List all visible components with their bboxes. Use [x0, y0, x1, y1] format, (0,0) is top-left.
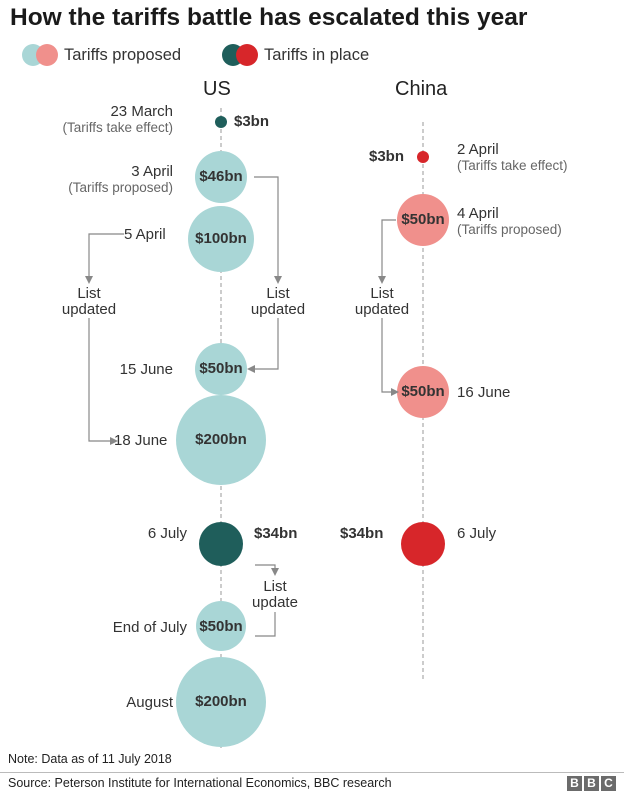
us-date-august: August [126, 694, 173, 711]
china-date-4-april: 4 April (Tariffs proposed) [457, 205, 562, 238]
us-right-list-label: List [266, 285, 290, 302]
us-bubble-3-april [195, 151, 247, 203]
china-list-label: List [370, 285, 394, 302]
legend-proposed-swatch [22, 44, 60, 66]
bbc-logo-letter-1: B [567, 776, 582, 791]
us-amount-23-march: $3bn [234, 113, 270, 130]
china-date-6-july: 6 July [457, 525, 497, 542]
china-amount-4-april: $50bn [401, 211, 445, 228]
legend-proposed-label: Tariffs proposed [64, 45, 182, 64]
us-date-6-july: 6 July [147, 525, 187, 542]
china-list-updated: List updated [342, 286, 422, 318]
china-bubble-16-june [397, 366, 449, 418]
us-date-15-june: 15 June [119, 361, 173, 378]
us-bubble-august [176, 657, 266, 747]
us-amount-18-june: $200bn [195, 431, 247, 448]
us-date-5-april: 5 April [124, 226, 166, 243]
bbc-logo-letter-2: B [584, 776, 599, 791]
china-bubble-4-april [397, 194, 449, 246]
legend-proposed: Tariffs proposed [22, 44, 181, 66]
us-amount-6-july: $34bn [254, 525, 298, 542]
china-bubble-6-july [401, 522, 445, 566]
arrow-us-5april-to-list [85, 233, 124, 284]
us-july-update-label: update [252, 594, 298, 611]
us-left-list-updated: List updated [49, 286, 129, 318]
china-date-2-april: 2 April (Tariffs take effect) [457, 141, 568, 174]
source-line: Source: Peterson Institute for Internati… [8, 776, 392, 790]
china-amount-2-april: $3bn [369, 148, 405, 165]
us-note-23-march: (Tariffs take effect) [62, 120, 173, 135]
us-date-18-june: 18 June [114, 432, 168, 449]
china-bubble-2-april [417, 151, 429, 163]
us-date-3-april-text: 3 April [131, 163, 173, 180]
column-heading-us: US [203, 78, 231, 100]
chart-title: How the tariffs battle has escalated thi… [10, 4, 528, 31]
us-amount-end-of-july: $50bn [199, 618, 243, 635]
china-updated-label: updated [354, 301, 410, 318]
bbc-logo: B B C [567, 776, 616, 791]
arrow-us-3april-to-list [254, 176, 282, 284]
us-bubble-6-july [199, 522, 243, 566]
legend-in-place: Tariffs in place [222, 44, 369, 66]
us-right-list-updated: List updated [238, 286, 318, 318]
legend-in-place-label: Tariffs in place [264, 45, 370, 64]
us-bubble-15-june [195, 343, 247, 395]
us-left-list-label: List [77, 285, 101, 302]
us-amount-3-april: $46bn [199, 168, 243, 185]
arrow-china-4april-to-list [378, 219, 396, 284]
china-date-16-june: 16 June [457, 384, 511, 401]
us-bubble-5-april [188, 206, 254, 272]
column-heading-china: China [395, 78, 448, 100]
arrow-china-list-to-16june [381, 318, 399, 396]
us-date-end-of-july: End of July [112, 619, 187, 636]
china-note-2-april: (Tariffs take effect) [457, 158, 568, 173]
bbc-logo-letter-3: C [601, 776, 616, 791]
us-right-updated-label: updated [250, 301, 306, 318]
china-date-4-april-text: 4 April [457, 205, 499, 222]
us-amount-15-june: $50bn [199, 360, 243, 377]
china-date-2-april-text: 2 April [457, 141, 499, 158]
china-amount-6-july: $34bn [340, 525, 384, 542]
us-amount-5-april: $100bn [195, 230, 247, 247]
us-note-3-april: (Tariffs proposed) [68, 180, 173, 195]
arrow-us-6july-to-list [255, 564, 279, 576]
legend-in-place-swatch [222, 44, 260, 66]
arrow-us-list-to-18june [88, 318, 118, 445]
us-date-23-march: 23 March (Tariffs take effect) [62, 103, 173, 136]
us-july-list-update: List update [245, 579, 305, 611]
us-left-updated-label: updated [61, 301, 117, 318]
footer-divider [0, 772, 624, 773]
us-date-3-april: 3 April (Tariffs proposed) [68, 163, 173, 196]
us-amount-august: $200bn [195, 693, 247, 710]
us-july-list-label: List [263, 578, 287, 595]
arrow-us-list-to-15june [247, 318, 279, 373]
us-bubble-end-of-july [196, 601, 246, 651]
arrow-us-list-to-end-of-july [255, 612, 276, 637]
us-bubble-18-june [176, 395, 266, 485]
us-date-23-march-text: 23 March [110, 103, 173, 120]
china-amount-16-june: $50bn [401, 383, 445, 400]
china-note-4-april: (Tariffs proposed) [457, 222, 562, 237]
us-bubble-23-march [215, 116, 227, 128]
footnote: Note: Data as of 11 July 2018 [8, 752, 172, 766]
